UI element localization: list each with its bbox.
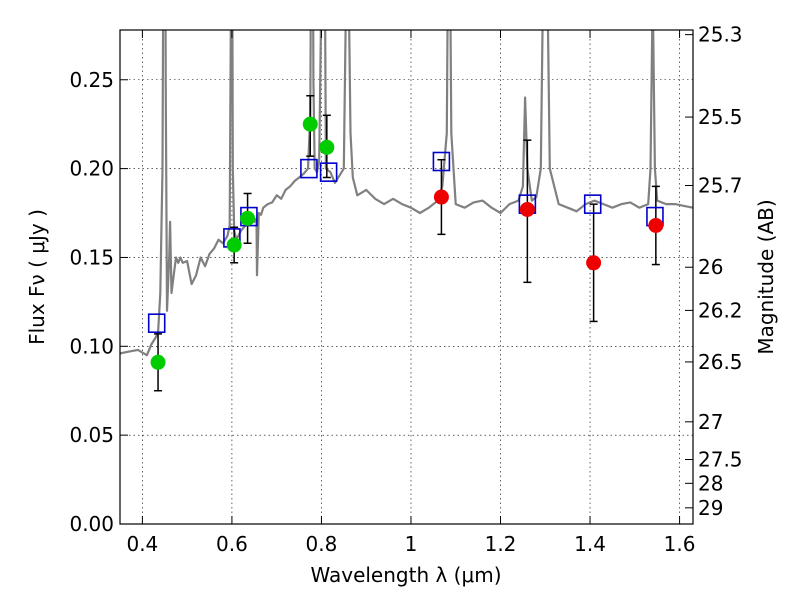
data-markers <box>147 116 664 370</box>
filled-circle-point <box>302 116 318 132</box>
filled-circle-point <box>150 354 166 370</box>
x-tick-label: 0.8 <box>306 532 338 556</box>
open-square-point <box>583 194 602 214</box>
filled-circle-point <box>648 217 664 233</box>
y-tick-label: 0.20 <box>69 157 114 181</box>
x-tick-label: 0.4 <box>126 532 158 556</box>
right-tick-label: 29 <box>698 496 723 520</box>
open-square-point <box>319 162 338 182</box>
filled-circle-point <box>240 210 256 226</box>
x-tick-label: 1 <box>405 532 418 556</box>
right-tick-label: 27 <box>698 410 723 434</box>
y-axis-label: Flux Fν ( μJy ) <box>25 209 49 345</box>
right-tick-label: 26.5 <box>698 350 743 374</box>
x-axis-label: Wavelength λ (μm) <box>310 563 501 587</box>
open-square-point <box>147 313 166 334</box>
y-tick-label: 0.15 <box>69 245 114 269</box>
x-tick-label: 1.2 <box>485 532 517 556</box>
x-tick-label: 1.6 <box>664 532 696 556</box>
grid <box>120 30 693 525</box>
filled-circle-point <box>586 255 602 271</box>
right-tick-label: 25.7 <box>698 173 743 197</box>
right-tick-label: 26.2 <box>698 298 743 322</box>
y-tick-label: 0.05 <box>69 423 114 447</box>
right-axis-label: Magnitude (AB) <box>754 199 778 354</box>
open-square-point <box>432 151 451 172</box>
y-tick-label: 0.00 <box>69 512 114 536</box>
right-tick-label: 27.5 <box>698 447 743 471</box>
filled-circle-point <box>226 237 242 253</box>
open-square-point <box>300 158 318 179</box>
y-tick-label: 0.25 <box>69 68 114 92</box>
filled-circle-point <box>319 139 335 155</box>
plot-frame <box>119 29 694 525</box>
axis-ticks: 0.4 0.6 0.8 1 1.2 1.4 1.6 0.00 0.05 0.10 0.15 0.20 0… <box>69 23 742 556</box>
x-tick-label: 1.4 <box>574 532 606 556</box>
y-tick-label: 0.10 <box>69 334 114 358</box>
right-tick-label: 26 <box>698 255 723 279</box>
spectrum-line <box>120 30 693 357</box>
right-tick-label: 25.3 <box>698 23 743 47</box>
right-tick-label: 25.5 <box>698 105 743 129</box>
right-tick-label: 28 <box>698 471 723 495</box>
filled-circle-point <box>433 189 449 205</box>
filled-circle-point <box>519 201 535 217</box>
x-tick-label: 0.6 <box>216 532 248 556</box>
model-spectrum <box>120 30 693 357</box>
